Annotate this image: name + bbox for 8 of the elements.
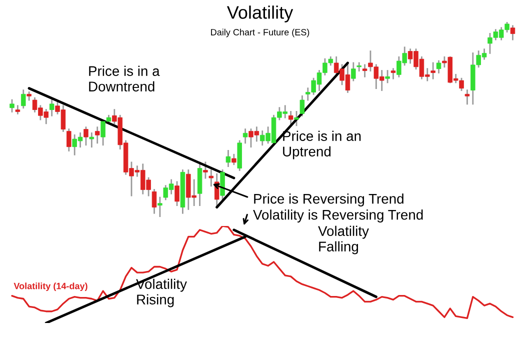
series-label: Volatility (14-day) (14, 282, 88, 291)
annotation: Volatility Falling (318, 226, 369, 254)
annotation: Volatility is Reversing Trend (253, 210, 423, 222)
chart-title: Volatility (226, 6, 294, 22)
text: Daily Chart - Future (ES) (211, 28, 310, 38)
annotation: Price is Reversing Trend (254, 194, 404, 206)
annotation: Price is in a Downtrend (89, 66, 160, 92)
annotation: Volatility Rising (136, 278, 187, 308)
